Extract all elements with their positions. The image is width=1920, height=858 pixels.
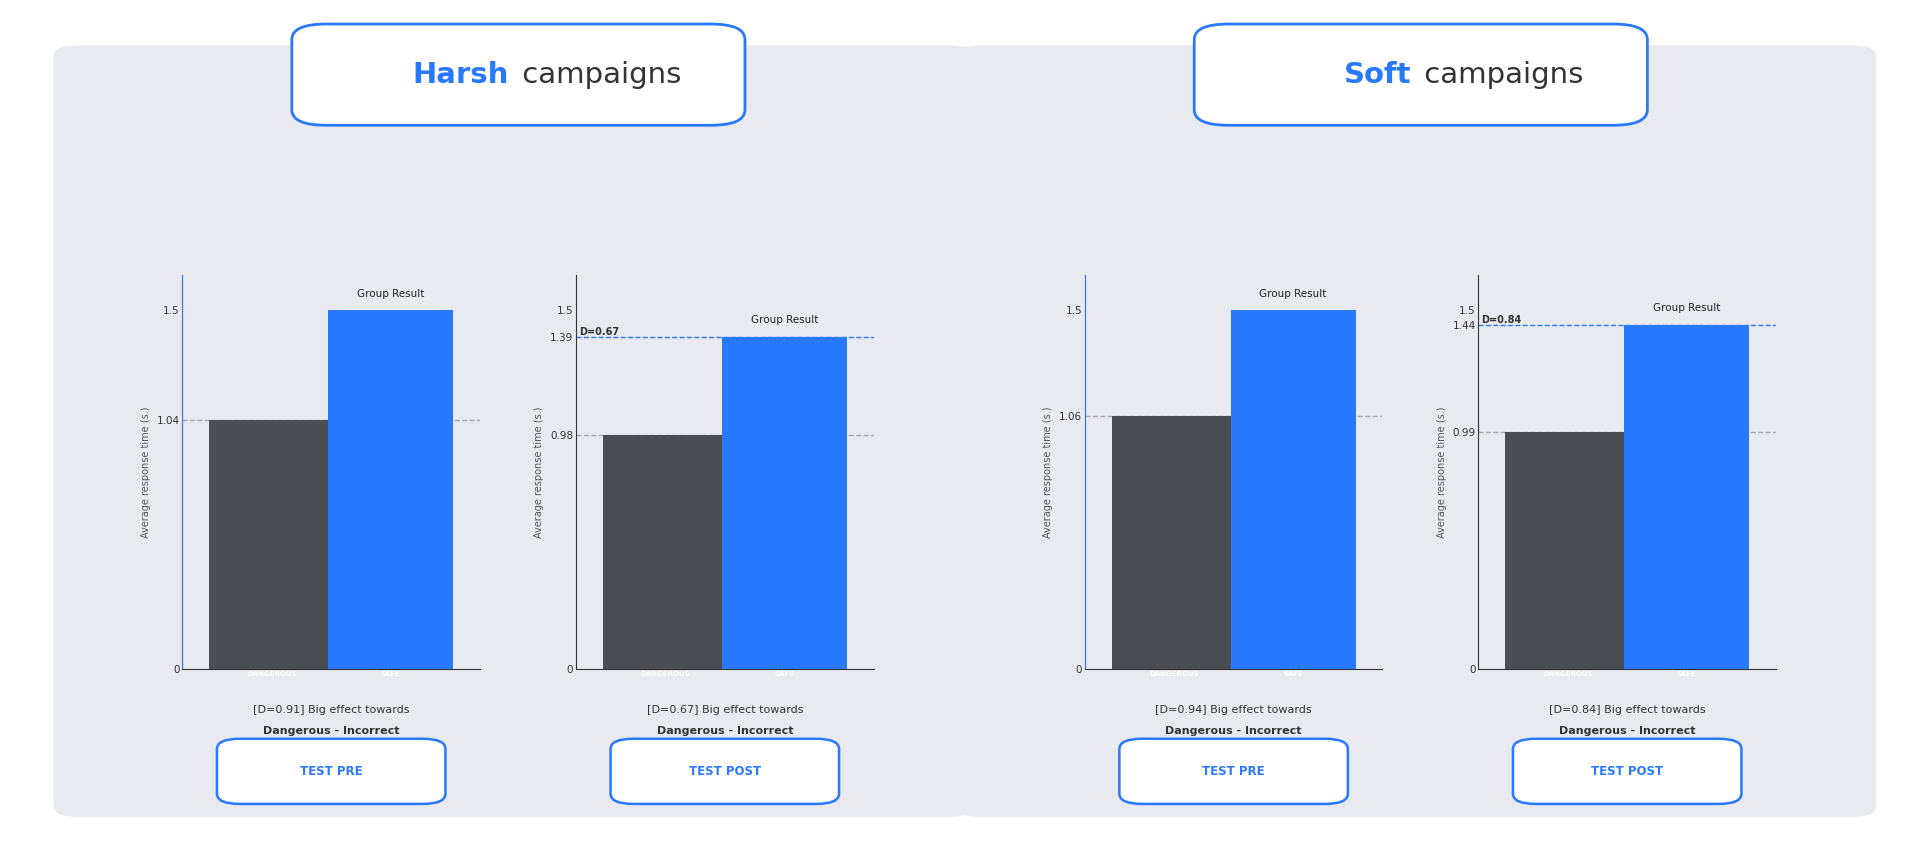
Bar [603, 435, 728, 669]
Text: campaigns: campaigns [1415, 61, 1584, 88]
Text: Soft: Soft [1344, 61, 1411, 88]
Y-axis label: Average response time (s.): Average response time (s.) [534, 406, 545, 538]
Bar [1231, 311, 1356, 669]
Text: Dangerous - Incorrect: Dangerous - Incorrect [263, 726, 399, 736]
Y-axis label: Average response time (s.): Average response time (s.) [1436, 406, 1448, 538]
Y-axis label: Average response time (s.): Average response time (s.) [140, 406, 152, 538]
Text: D=0.67: D=0.67 [580, 327, 618, 336]
Text: [D=0.94] Big effect towards: [D=0.94] Big effect towards [1156, 705, 1311, 716]
Text: Dangerous - Incorrect: Dangerous - Incorrect [1165, 726, 1302, 736]
Bar [722, 336, 847, 669]
Y-axis label: Average response time (s.): Average response time (s.) [1043, 406, 1054, 538]
Text: Group Result: Group Result [751, 315, 818, 325]
Bar [209, 420, 334, 669]
Bar [1112, 415, 1236, 669]
Text: [D=0.91] Big effect towards: [D=0.91] Big effect towards [253, 705, 409, 716]
Text: [D=0.84] Big effect towards: [D=0.84] Big effect towards [1549, 705, 1705, 716]
Text: [D=0.67] Big effect towards: [D=0.67] Big effect towards [647, 705, 803, 716]
Text: Dangerous - Incorrect: Dangerous - Incorrect [1559, 726, 1695, 736]
Bar [1505, 432, 1630, 669]
Bar [1624, 325, 1749, 669]
Text: Group Result: Group Result [357, 288, 424, 299]
Text: campaigns: campaigns [513, 61, 682, 88]
Text: TEST POST: TEST POST [689, 764, 760, 778]
Text: Harsh: Harsh [413, 61, 509, 88]
Text: TEST PRE: TEST PRE [300, 764, 363, 778]
Bar [328, 311, 453, 669]
Text: TEST PRE: TEST PRE [1202, 764, 1265, 778]
Text: TEST POST: TEST POST [1592, 764, 1663, 778]
Text: D=0.84: D=0.84 [1482, 315, 1523, 325]
Text: Group Result: Group Result [1260, 288, 1327, 299]
Text: Dangerous - Incorrect: Dangerous - Incorrect [657, 726, 793, 736]
Text: Group Result: Group Result [1653, 303, 1720, 313]
